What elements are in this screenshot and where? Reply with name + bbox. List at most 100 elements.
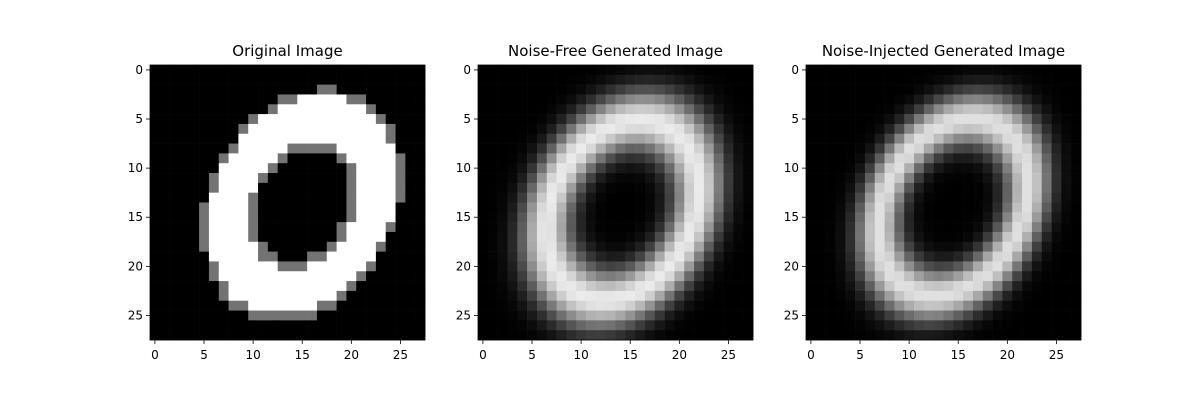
pixel-cell (845, 114, 856, 125)
y-tick-label: 20 (456, 259, 471, 273)
pixel-cell (963, 231, 974, 243)
pixel-cell (415, 271, 426, 282)
pixel-cell (248, 143, 259, 154)
pixel-cell (1022, 281, 1033, 292)
x-tick-label: 20 (344, 348, 359, 362)
pixel-cell (326, 182, 337, 193)
pixel-cell (536, 281, 548, 292)
pixel-cell (923, 241, 934, 252)
pixel-cell (1002, 212, 1013, 223)
pixel-cell (517, 241, 528, 252)
pixel-cell (1022, 300, 1033, 311)
pixel-cell (992, 290, 1003, 302)
pixel-cell (507, 104, 518, 115)
pixel-cell (982, 330, 993, 341)
pixel-cell (635, 65, 646, 76)
pixel-cell (963, 94, 974, 105)
pixel-cell (385, 74, 396, 85)
pixel-cell (595, 104, 606, 115)
pixel-cell (625, 271, 636, 282)
pixel-cell (1041, 222, 1052, 233)
pixel-cell (267, 65, 278, 76)
pixel-cell (356, 290, 367, 302)
pixel-cell (1041, 94, 1052, 105)
pixel-cell (150, 320, 161, 331)
pixel-cell (835, 330, 846, 341)
pixel-cell (199, 241, 210, 252)
pixel-cell (576, 212, 587, 223)
y-tick-label: 0 (135, 63, 143, 77)
pixel-cell (674, 114, 685, 125)
pixel-cell (297, 133, 308, 144)
pixel-cell (307, 153, 318, 164)
pixel-cell (218, 153, 229, 164)
pixel-cell (743, 94, 754, 105)
pixel-cell (159, 241, 170, 252)
pixel-cell (346, 74, 357, 85)
pixel-cell (159, 84, 170, 95)
pixel-cell (874, 192, 885, 203)
pixel-cell (1061, 74, 1072, 85)
pixel-cell (405, 94, 416, 105)
pixel-cell (1022, 94, 1033, 105)
pixel-cell (743, 222, 754, 233)
pixel-cell (684, 153, 695, 164)
pixel-cell (1002, 153, 1013, 164)
pixel-cell (674, 290, 685, 302)
pixel-cell (943, 65, 954, 76)
pixel-cell (674, 143, 685, 154)
pixel-cell (943, 173, 954, 184)
pixel-cell (238, 182, 249, 193)
pixel-cell (497, 281, 508, 292)
pixel-cell (546, 212, 557, 223)
pixel-cell (497, 114, 508, 125)
pixel-cell (703, 84, 715, 95)
pixel-cell (894, 251, 905, 262)
pixel-cell (556, 212, 567, 223)
pixel-cell (586, 310, 597, 321)
pixel-cell (654, 261, 665, 272)
pixel-cell (218, 222, 229, 233)
pixel-cell (277, 330, 288, 341)
pixel-cell (546, 330, 557, 341)
pixel-cell (556, 133, 567, 144)
pixel-cell (1031, 143, 1043, 154)
pixel-cell (884, 330, 895, 341)
pixel-cell (218, 241, 229, 252)
pixel-cell (1012, 84, 1023, 95)
pixel-cell (277, 114, 288, 125)
pixel-cell (395, 153, 406, 164)
pixel-cell (1012, 114, 1023, 125)
pixel-cell (743, 84, 754, 95)
pixel-cell (586, 104, 597, 115)
pixel-cell (733, 251, 744, 262)
pixel-cell (664, 104, 675, 115)
pixel-cell (1012, 153, 1023, 164)
pixel-cell (963, 114, 974, 125)
pixel-cell (694, 192, 705, 203)
pixel-cell (694, 202, 705, 213)
pixel-cell (595, 261, 606, 272)
pixel-cell (415, 212, 426, 223)
pixel-cell (884, 153, 895, 164)
pixel-cell (1022, 202, 1033, 213)
pixel-cell (248, 133, 259, 144)
pixel-cell (228, 65, 239, 76)
pixel-cell (507, 290, 518, 302)
pixel-cell (1071, 231, 1082, 243)
pixel-cell (933, 271, 944, 282)
pixel-cell (835, 94, 846, 105)
pixel-cell (963, 251, 974, 262)
pixel-cell (972, 123, 984, 135)
pixel-cell (625, 143, 636, 154)
pixel-cell (586, 231, 597, 243)
pixel-cell (674, 153, 685, 164)
pixel-cell (615, 123, 626, 135)
pixel-cell (366, 222, 377, 233)
pixel-cell (258, 330, 269, 341)
pixel-cell (605, 74, 616, 85)
pixel-cell (248, 212, 259, 223)
pixel-cell (864, 65, 876, 76)
pixel-cell (953, 173, 964, 184)
pixel-cell (1002, 163, 1013, 174)
